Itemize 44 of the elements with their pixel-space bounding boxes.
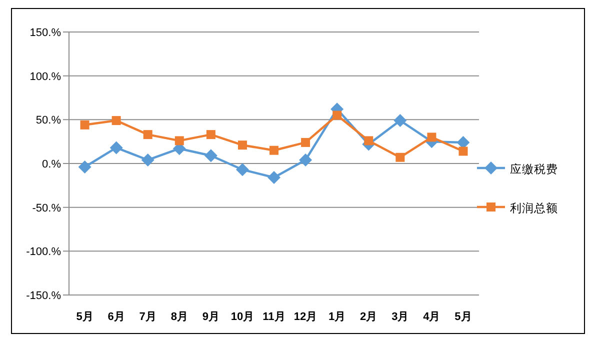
point <box>78 160 92 174</box>
x-tick-label: 9月 <box>202 311 220 323</box>
x-tick-label: 12月 <box>294 311 318 323</box>
x-tick-label: 1月 <box>328 311 346 323</box>
x-tick-label: 6月 <box>108 311 125 323</box>
point <box>456 136 470 149</box>
point <box>238 140 247 150</box>
y-tick-label: -50.% <box>32 202 62 214</box>
point <box>141 153 154 166</box>
point <box>427 132 436 142</box>
y-tick-label: 0.% <box>42 158 62 170</box>
point <box>394 114 407 128</box>
point <box>458 146 468 156</box>
y-tick-label: -100.% <box>26 246 62 258</box>
point <box>112 116 121 126</box>
point <box>206 130 216 140</box>
point <box>299 153 312 166</box>
y-tick-label: 150.% <box>30 27 62 39</box>
x-tick-label: 2月 <box>360 311 378 323</box>
x-tick-label: 3月 <box>392 311 409 323</box>
y-tick-label: 100.% <box>30 70 62 83</box>
point <box>270 146 278 155</box>
point <box>80 120 90 130</box>
x-tick-label: 8月 <box>170 311 188 323</box>
legend-label: 应缴税费 <box>510 162 558 176</box>
point <box>204 149 218 162</box>
point <box>364 136 374 146</box>
point <box>110 141 123 154</box>
x-tick-label: 5月 <box>76 311 94 323</box>
point <box>301 138 310 147</box>
point <box>143 130 152 140</box>
point <box>236 163 249 176</box>
point <box>268 171 280 184</box>
y-tick-label: -150.% <box>26 290 62 302</box>
x-tick-label: 7月 <box>139 311 156 323</box>
point <box>332 110 342 120</box>
point <box>174 136 184 146</box>
x-tick-label: 4月 <box>423 311 440 323</box>
x-tick-label: 10月 <box>230 311 254 323</box>
x-tick-label: 5月 <box>454 311 472 323</box>
x-tick-label: 11月 <box>262 311 286 323</box>
legend-label: 利润总额 <box>510 201 558 215</box>
point <box>396 152 405 162</box>
y-tick-label: 50.% <box>36 114 62 127</box>
